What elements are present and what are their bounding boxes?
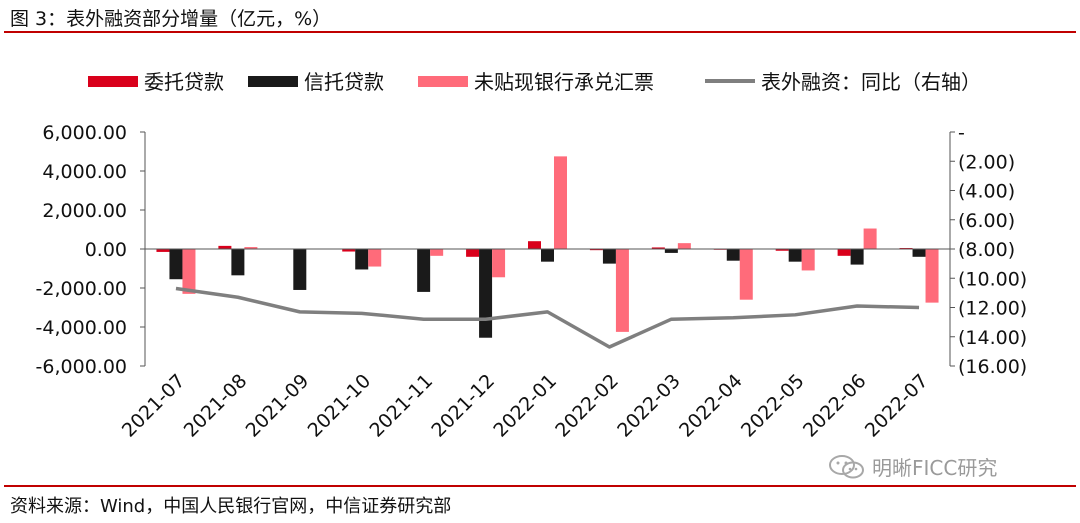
left-axis-tick-label: 2,000.00 <box>42 200 127 222</box>
bar-2 <box>664 249 678 253</box>
right-axis-tick-label: (2.00) <box>958 151 1015 173</box>
right-axis-tick-label: (16.00) <box>958 356 1027 378</box>
bar-3 <box>615 249 629 332</box>
x-tick-label: 2021-07 <box>118 370 190 442</box>
bar-3 <box>925 249 939 303</box>
legend-swatch <box>418 76 468 87</box>
bar-3 <box>430 249 444 256</box>
bar-1 <box>218 245 232 249</box>
bar-2 <box>479 249 493 338</box>
left-axis-tick-label: 6,000.00 <box>42 122 127 144</box>
title-rule <box>4 31 1076 33</box>
bar-2 <box>417 249 431 292</box>
x-tick-labels: 2021-072021-082021-092021-102021-112021-… <box>118 370 933 442</box>
bar-1 <box>466 249 480 257</box>
bar-1 <box>342 249 356 252</box>
right-axis-tick-label: (10.00) <box>958 268 1027 290</box>
bar-1 <box>528 241 541 249</box>
bar-2 <box>541 249 554 262</box>
bar-2 <box>231 249 245 276</box>
bar-2 <box>169 249 183 280</box>
bar-1 <box>589 249 603 251</box>
right-axis-tick-label: (8.00) <box>958 239 1015 261</box>
bar-3 <box>244 247 258 249</box>
right-axis-tick-label: (12.00) <box>958 298 1027 320</box>
left-axis-tick-label: 4,000.00 <box>42 161 127 183</box>
legend-label: 表外融资：同比（右轴） <box>761 70 981 94</box>
axes: 6,000.00 4,000.00 2,000.00 0.00 -2,000.00 -4,… <box>36 122 1028 378</box>
left-axis-tick-label: 0.00 <box>85 239 127 261</box>
wechat-icon <box>829 454 864 478</box>
legend-label: 未贴现银行承兑汇票 <box>474 70 654 94</box>
bar-3 <box>554 156 567 249</box>
x-tick-label: 2022-03 <box>613 370 685 442</box>
x-tick-label: 2022-07 <box>861 370 933 442</box>
bar-3 <box>739 249 753 300</box>
bar-3 <box>863 228 877 249</box>
bar-1 <box>775 249 789 251</box>
legend-swatch <box>88 76 138 87</box>
bar-1 <box>651 247 665 249</box>
left-axis-tick-label: -4,000.00 <box>36 317 127 339</box>
bar-3 <box>677 243 691 249</box>
x-tick-label: 2022-02 <box>551 370 623 442</box>
bar-2 <box>726 249 740 261</box>
bar-3 <box>492 249 506 278</box>
x-tick-label: 2021-12 <box>427 370 499 442</box>
legend-label: 委托贷款 <box>144 70 224 94</box>
right-axis-tick-label: - <box>958 122 965 144</box>
legend-label: 信托贷款 <box>304 70 384 94</box>
bar-3 <box>182 249 196 294</box>
x-tick-label: 2021-11 <box>365 370 437 442</box>
right-axis-tick-label: (6.00) <box>958 210 1015 232</box>
watermark-text: 明晰FICC研究 <box>872 456 998 480</box>
bar-2 <box>293 249 307 290</box>
left-axis-tick-label: -6,000.00 <box>36 356 127 378</box>
source-note: 资料来源：Wind，中国人民银行官网，中信证券研究部 <box>10 496 452 517</box>
bar-1 <box>837 249 851 256</box>
x-tick-label: 2021-08 <box>180 370 252 442</box>
bar-2 <box>850 249 864 265</box>
x-tick-label: 2022-04 <box>675 370 747 442</box>
legend-swatch <box>248 76 298 87</box>
right-axis-tick-label: (14.00) <box>958 327 1027 349</box>
bars <box>156 156 939 338</box>
watermark: 明晰FICC研究 <box>828 452 997 481</box>
right-axis-tick-label: (4.00) <box>958 181 1015 203</box>
left-axis-tick-label: -2,000.00 <box>36 278 127 300</box>
bar-2 <box>912 249 926 257</box>
bar-2 <box>602 249 616 264</box>
x-tick-label: 2022-01 <box>489 370 561 442</box>
chart-title: 图 3：表外融资部分增量（亿元，%） <box>10 8 332 30</box>
yoy-line-group <box>175 286 920 349</box>
x-tick-label: 2021-09 <box>242 370 314 442</box>
x-tick-label: 2022-05 <box>737 370 809 442</box>
chart: 委托贷款 信托贷款 未贴现银行承兑汇票 表外融资：同比（右轴） 6,000.00 4,0… <box>36 70 1028 442</box>
bar-2 <box>355 249 369 270</box>
legend: 委托贷款 信托贷款 未贴现银行承兑汇票 表外融资：同比（右轴） <box>88 70 981 94</box>
bar-1 <box>156 249 170 252</box>
x-tick-label: 2021-10 <box>304 370 376 442</box>
bar-2 <box>788 249 802 262</box>
bar-3 <box>368 249 382 267</box>
bar-3 <box>801 249 815 271</box>
x-tick-label: 2022-06 <box>799 370 871 442</box>
yoy-line <box>175 286 920 349</box>
source-rule <box>4 485 1076 487</box>
